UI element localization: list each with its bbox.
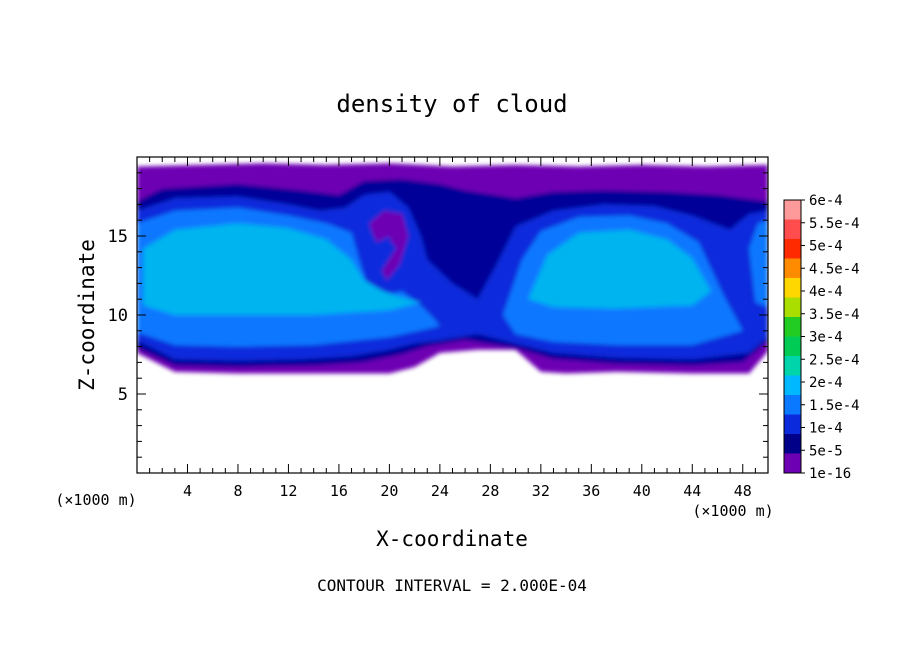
- colorbar-swatch: [784, 453, 801, 474]
- colorbar-swatch: [784, 297, 801, 318]
- x-tick-label: 20: [380, 482, 398, 500]
- colorbar-swatch: [784, 258, 801, 279]
- colorbar-label: 1e-4: [809, 421, 843, 437]
- colorbar-label: 1e-16: [809, 466, 851, 482]
- dense-cloud: [749, 220, 768, 308]
- colorbar-swatch: [784, 395, 801, 415]
- y-tick-labels: 5 10 15: [108, 227, 128, 405]
- colorbar-label: 4e-4: [809, 284, 843, 300]
- contour-interval-note: CONTOUR INTERVAL = 2.000E-04: [317, 576, 587, 595]
- colorbar-swatch: [784, 200, 801, 220]
- colorbar-swatch: [784, 239, 801, 259]
- x-tick-label: 12: [279, 482, 297, 500]
- plot-area: [137, 157, 768, 473]
- x-tick-label: 16: [330, 482, 348, 500]
- colorbar-label: 2.5e-4: [809, 352, 860, 368]
- colorbar-label: 1.5e-4: [809, 398, 860, 414]
- colorbar-swatch: [784, 356, 801, 376]
- cloud-layer-edge: [369, 210, 409, 281]
- cloud-field: [137, 163, 768, 374]
- x-tick-labels: 4 8 12 16 20 24 28 32 36 40 44 48: [183, 482, 752, 500]
- colorbar-label: 5.5e-4: [809, 216, 860, 232]
- colorbar-label: 6e-4: [809, 193, 843, 209]
- x-tick-label: 32: [532, 482, 550, 500]
- core: [143, 223, 421, 315]
- x-tick-label: 4: [183, 482, 192, 500]
- colorbar-label: 5e-4: [809, 239, 843, 255]
- x-tick-label: 48: [734, 482, 752, 500]
- y-tick-label: 10: [108, 306, 128, 326]
- x-tick-label: 28: [481, 482, 499, 500]
- x-tick-label: 24: [431, 482, 449, 500]
- colorbar-label: 4.5e-4: [809, 261, 860, 277]
- x-tick-label: 8: [233, 482, 242, 500]
- colorbar-label: 5e-5: [809, 443, 843, 459]
- y-tick-label: 5: [118, 385, 128, 405]
- colorbar-swatch: [784, 336, 801, 357]
- colorbar: 6e-4 5.5e-4 5e-4 4.5e-4 4e-4 3.5e-4 3e-4 2.5e-4…: [783, 193, 860, 482]
- chart-title: density of cloud: [336, 90, 567, 118]
- colorbar-label: 2e-4: [809, 375, 843, 391]
- colorbar-swatch: [784, 219, 801, 240]
- x-tick-label: 44: [683, 482, 701, 500]
- colorbar-swatch: [784, 434, 801, 454]
- axis-ticks: [137, 157, 768, 473]
- x-unit-left: (×1000 m): [55, 491, 136, 509]
- colorbar-label: 3.5e-4: [809, 307, 860, 323]
- x-unit-right: (×1000 m): [692, 502, 773, 520]
- core: [528, 229, 712, 309]
- y-axis-label: Z-coordinate: [75, 239, 99, 391]
- colorbar-label: 3e-4: [809, 330, 843, 346]
- colorbar-swatch: [784, 278, 801, 298]
- colorbar-swatch: [784, 375, 801, 396]
- x-tick-label: 36: [582, 482, 600, 500]
- colorbar-swatch: [784, 414, 801, 435]
- moderate-cloud: [376, 239, 397, 262]
- x-tick-label: 40: [633, 482, 651, 500]
- x-axis-label: X-coordinate: [376, 527, 528, 551]
- y-tick-label: 15: [108, 227, 128, 247]
- colorbar-swatch: [784, 317, 801, 337]
